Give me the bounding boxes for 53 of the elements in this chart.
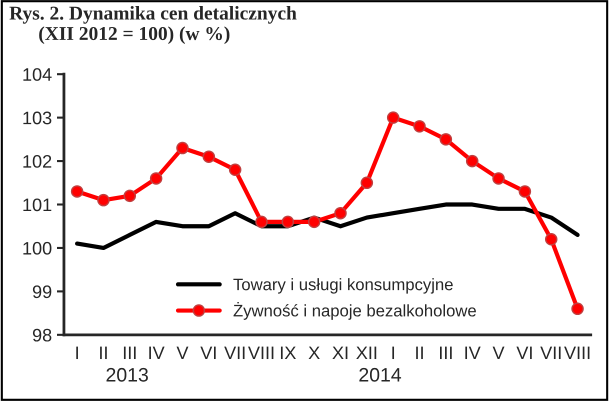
x-tick-label: III: [440, 346, 452, 360]
point: [386, 111, 400, 124]
point: [202, 150, 216, 163]
x-tick-label: VII: [540, 346, 561, 360]
x-tick-label: I: [76, 346, 78, 360]
x-tick-label: I: [392, 346, 394, 360]
x-tick-label: IV: [465, 346, 481, 360]
x-tick-label: XI: [332, 346, 348, 360]
legend-label: Żywność i napoje bezalkoholowe: [234, 302, 476, 320]
text: 2014: [359, 368, 402, 382]
y-tick-label: 100: [23, 242, 52, 255]
x-tick-label: V: [492, 346, 504, 360]
x-tick-label: V: [176, 346, 188, 360]
x-tick-label: III: [124, 346, 136, 360]
point: [334, 206, 347, 220]
y-tick-label: 103: [23, 112, 52, 124]
x-tick-label: IX: [280, 346, 296, 360]
y-tick-label: 104: [23, 68, 52, 81]
x-tick-label: VIII: [564, 346, 590, 360]
y-tick-label: 98: [32, 328, 52, 342]
y-tick-label: 99: [32, 285, 52, 298]
point: [413, 120, 426, 133]
point: [150, 172, 162, 185]
chart-title: Rys. 2. Dynamika cen detalicznych (XII 2012 = 100) (w %): [9, 6, 297, 44]
point: [70, 185, 84, 198]
x-tick-label: IV: [149, 346, 165, 360]
point: [255, 216, 268, 228]
x-tick-label: X: [308, 346, 320, 360]
x-tick-label: VI: [200, 346, 216, 360]
point: [228, 164, 242, 176]
text: 2013: [106, 368, 148, 382]
x-tick-label: XII: [356, 346, 376, 360]
point: [308, 216, 320, 228]
legend-label: Towary i usługi konsumpcyjne: [233, 278, 453, 294]
x-tick-label: II: [416, 346, 423, 360]
point: [176, 142, 189, 154]
point: [97, 194, 110, 206]
point: [544, 233, 558, 246]
point: [492, 172, 505, 185]
line-series: [75, 202, 580, 250]
point: [518, 185, 532, 198]
y-tick-label: 101: [23, 198, 52, 212]
y-tick-label: 102: [23, 155, 52, 168]
point: [360, 176, 374, 190]
point: [282, 216, 294, 228]
x-tick-label: VI: [516, 346, 532, 360]
point: [466, 154, 478, 168]
point: [440, 133, 452, 146]
x-tick-label: VIII: [248, 346, 274, 360]
point: [571, 302, 584, 316]
x-tick-label: II: [100, 346, 107, 360]
x-tick-label: VII: [224, 346, 245, 360]
point: [124, 190, 136, 202]
